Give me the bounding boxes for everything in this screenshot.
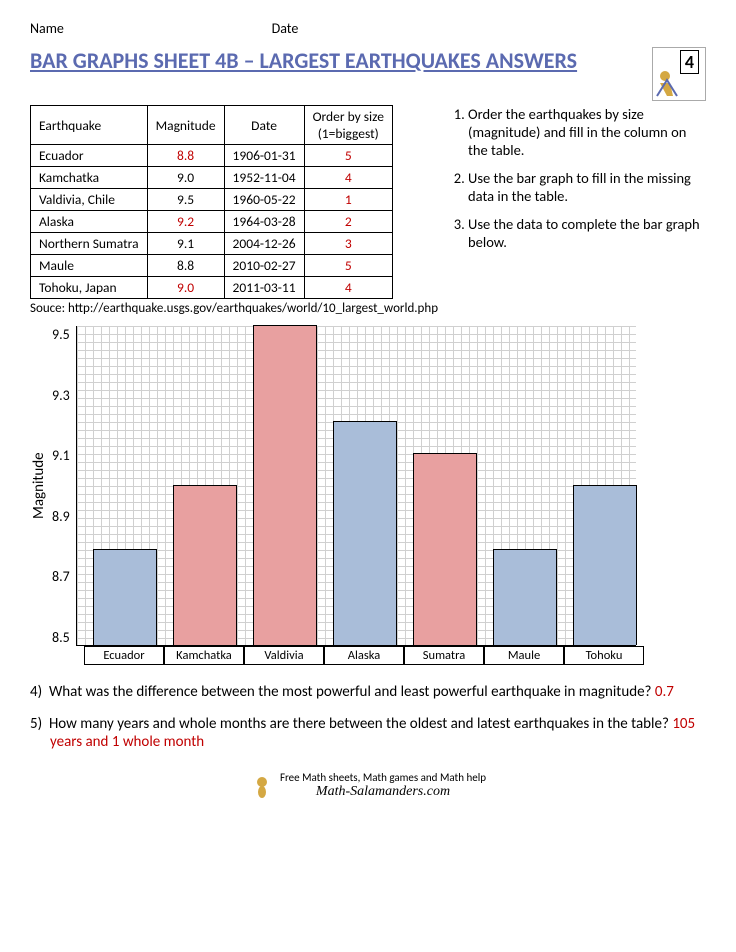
bar-alaska [333,421,397,645]
instruction-item: Order the earthquakes by size (magnitude… [468,105,706,159]
y-tick: 8.9 [52,508,70,525]
bar-sumatra [413,453,477,645]
x-category: Alaska [324,646,404,665]
x-category: Maule [484,646,564,665]
footer: Free Math sheets, Math games and Math he… [30,771,706,800]
x-category: Sumatra [404,646,484,665]
bar-tohoku [573,485,637,645]
instructions-list: Order the earthquakes by size (magnitude… [450,105,706,316]
y-tick: 9.1 [52,447,70,464]
header-labels: Name Date [30,20,706,37]
bar-ecuador [93,549,157,645]
instruction-item: Use the bar graph to fill in the missing… [468,169,706,205]
question-4: 4) What was the difference between the m… [30,683,706,701]
salamander-icon [250,774,274,798]
table-row: Alaska9.21964-03-282 [31,211,393,233]
table-row: Kamchatka9.01952-11-044 [31,167,393,189]
footer-site: Math-Salamanders.com [280,784,486,800]
source-text: Souce: http://earthquake.usgs.gov/earthq… [30,301,438,316]
y-ticks: 9.5 9.3 9.1 8.9 8.7 8.5 [52,326,76,646]
bar-valdivia [253,325,317,645]
y-tick: 9.3 [52,387,70,404]
answer-4: 0.7 [655,683,674,701]
bar-maule [493,549,557,645]
y-tick: 8.5 [52,629,70,646]
table-row: Tohoku, Japan9.02011-03-114 [31,277,393,299]
chart-area [76,326,636,646]
bar-chart: Magnitude 9.5 9.3 9.1 8.9 8.7 8.5 [30,326,706,646]
x-category: Tohoku [564,646,644,665]
page-title: BAR GRAPHS SHEET 4B – LARGEST EARTHQUAKE… [30,47,577,76]
date-label: Date [272,20,299,37]
y-axis-label: Magnitude [30,326,48,646]
table-row: Maule8.82010-02-275 [31,255,393,277]
logo-icon: 4 [652,47,706,101]
table-row: Northern Sumatra9.12004-12-263 [31,233,393,255]
footer-tag: Free Math sheets, Math games and Math he… [280,771,486,784]
question-5: 5) How many years and whole months are t… [30,715,706,751]
x-category: Kamchatka [164,646,244,665]
y-tick: 9.5 [52,326,70,343]
bar-kamchatka [173,485,237,645]
y-tick: 8.7 [52,568,70,585]
earthquake-table: EarthquakeMagnitudeDateOrder by size(1=b… [30,105,393,299]
x-categories: EcuadorKamchatkaValdiviaAlaskaSumatraMau… [84,646,644,665]
instruction-item: Use the data to complete the bar graph b… [468,215,706,251]
table-header: Magnitude [147,106,224,145]
table-header: Date [224,106,304,145]
questions: 4) What was the difference between the m… [30,683,706,751]
table-row: Ecuador8.81906-01-315 [31,145,393,167]
name-label: Name [30,20,64,37]
table-row: Valdivia, Chile9.51960-05-221 [31,189,393,211]
x-category: Ecuador [84,646,164,665]
table-header: Order by size(1=biggest) [304,106,392,145]
table-header: Earthquake [31,106,148,145]
x-category: Valdivia [244,646,324,665]
